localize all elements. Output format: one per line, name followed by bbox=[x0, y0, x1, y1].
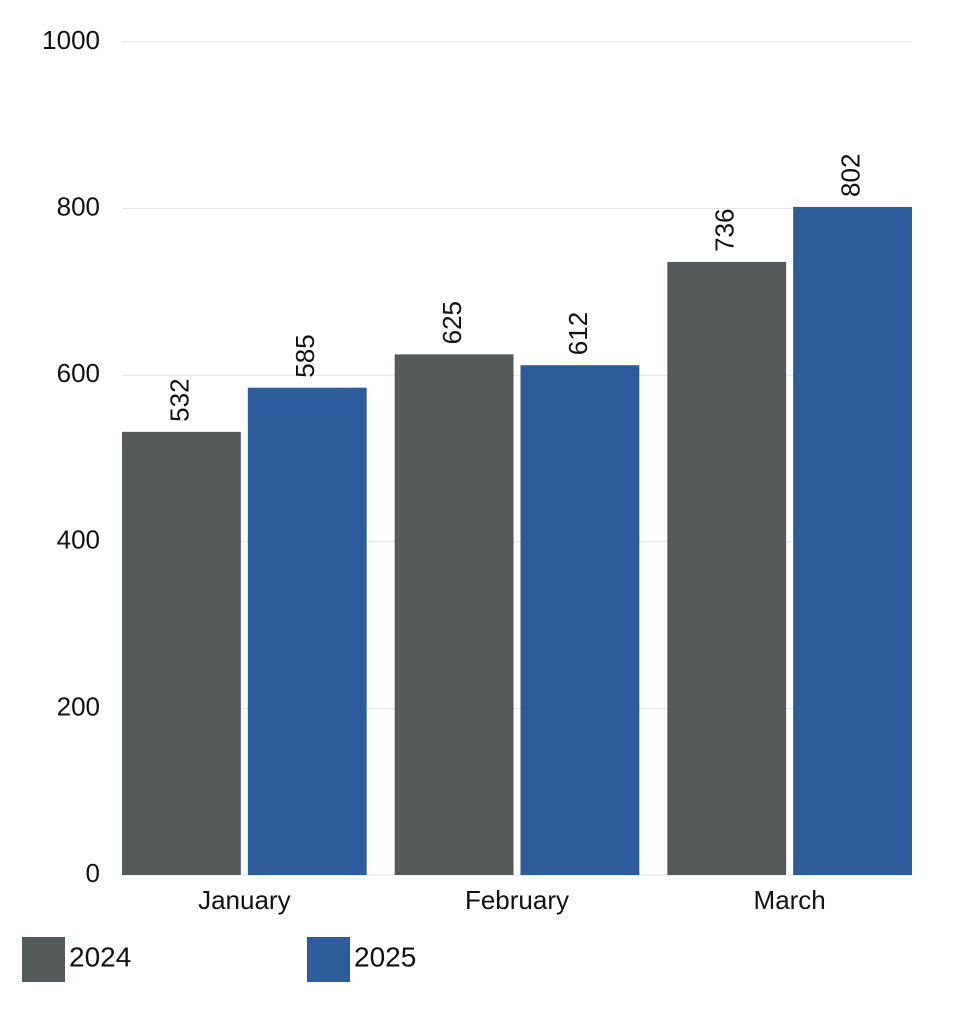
value-label: 532 bbox=[164, 378, 194, 421]
value-label: 802 bbox=[835, 154, 865, 197]
bar bbox=[793, 206, 912, 875]
bar bbox=[520, 365, 640, 875]
x-tick-label: February bbox=[465, 885, 569, 915]
y-tick-label: 800 bbox=[57, 191, 100, 221]
bar bbox=[394, 354, 514, 875]
bar bbox=[247, 387, 367, 875]
legend-label: 2024 bbox=[69, 941, 131, 972]
value-label: 612 bbox=[563, 312, 593, 355]
value-label: 736 bbox=[710, 209, 740, 252]
legend-swatch bbox=[22, 937, 65, 982]
bar bbox=[122, 431, 241, 875]
y-tick-label: 1000 bbox=[42, 25, 100, 55]
y-tick-label: 0 bbox=[86, 858, 100, 888]
value-label: 625 bbox=[437, 301, 467, 344]
y-tick-label: 600 bbox=[57, 358, 100, 388]
y-tick-label: 200 bbox=[57, 691, 100, 721]
x-tick-label: March bbox=[754, 885, 826, 915]
bar bbox=[667, 261, 787, 875]
legend-label: 2025 bbox=[354, 941, 416, 972]
value-label: 585 bbox=[290, 334, 320, 377]
x-tick-label: January bbox=[198, 885, 291, 915]
y-tick-label: 400 bbox=[57, 525, 100, 555]
legend-swatch bbox=[307, 937, 350, 982]
